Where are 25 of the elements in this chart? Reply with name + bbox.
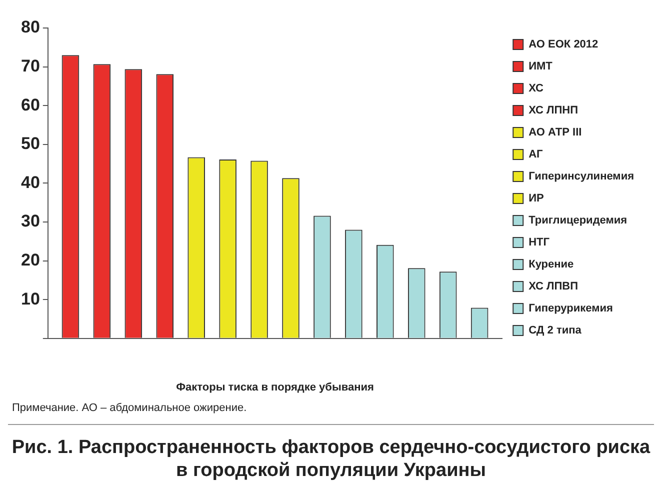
- legend-label: Гиперурикемия: [528, 302, 613, 315]
- x-axis-title: Факторы тиска в порядке убывания: [176, 381, 374, 394]
- legend-label: ХС ЛПНП: [528, 104, 578, 117]
- legend-label: АГ: [528, 148, 544, 161]
- legend-label: Триглицеридемия: [528, 214, 628, 227]
- y-tick-label: 30: [20, 212, 40, 231]
- legend-label: ХС: [528, 82, 544, 95]
- y-tick-label: 20: [20, 250, 40, 270]
- legend-label: ИР: [528, 192, 544, 205]
- legend-label: ИМТ: [528, 60, 553, 73]
- y-tick-label: 50: [20, 134, 40, 154]
- y-tick-label: 60: [20, 95, 40, 114]
- legend-label: СД 2 типа: [528, 324, 582, 337]
- y-tick-label: 70: [20, 56, 40, 76]
- legend-label: ХС ЛПВП: [528, 280, 578, 293]
- y-tick-label: 10: [20, 289, 40, 308]
- legend-label: НТГ: [528, 236, 550, 249]
- text: Примечание. АО – абдоминальное ожирение.: [12, 402, 248, 414]
- legend-label: АО АТР III: [528, 126, 582, 139]
- legend-label: Гиперинсулинемия: [528, 170, 634, 183]
- y-tick-label: 40: [20, 172, 40, 192]
- y-tick-label: 80: [20, 18, 40, 37]
- legend-label: АО ЕОК 2012: [528, 38, 598, 51]
- legend-label: Курение: [528, 258, 574, 271]
- text: Рис. 1. Распространенность факторов сердечно-сосудистого риска в городской популяции Украины: [8, 424, 654, 483]
